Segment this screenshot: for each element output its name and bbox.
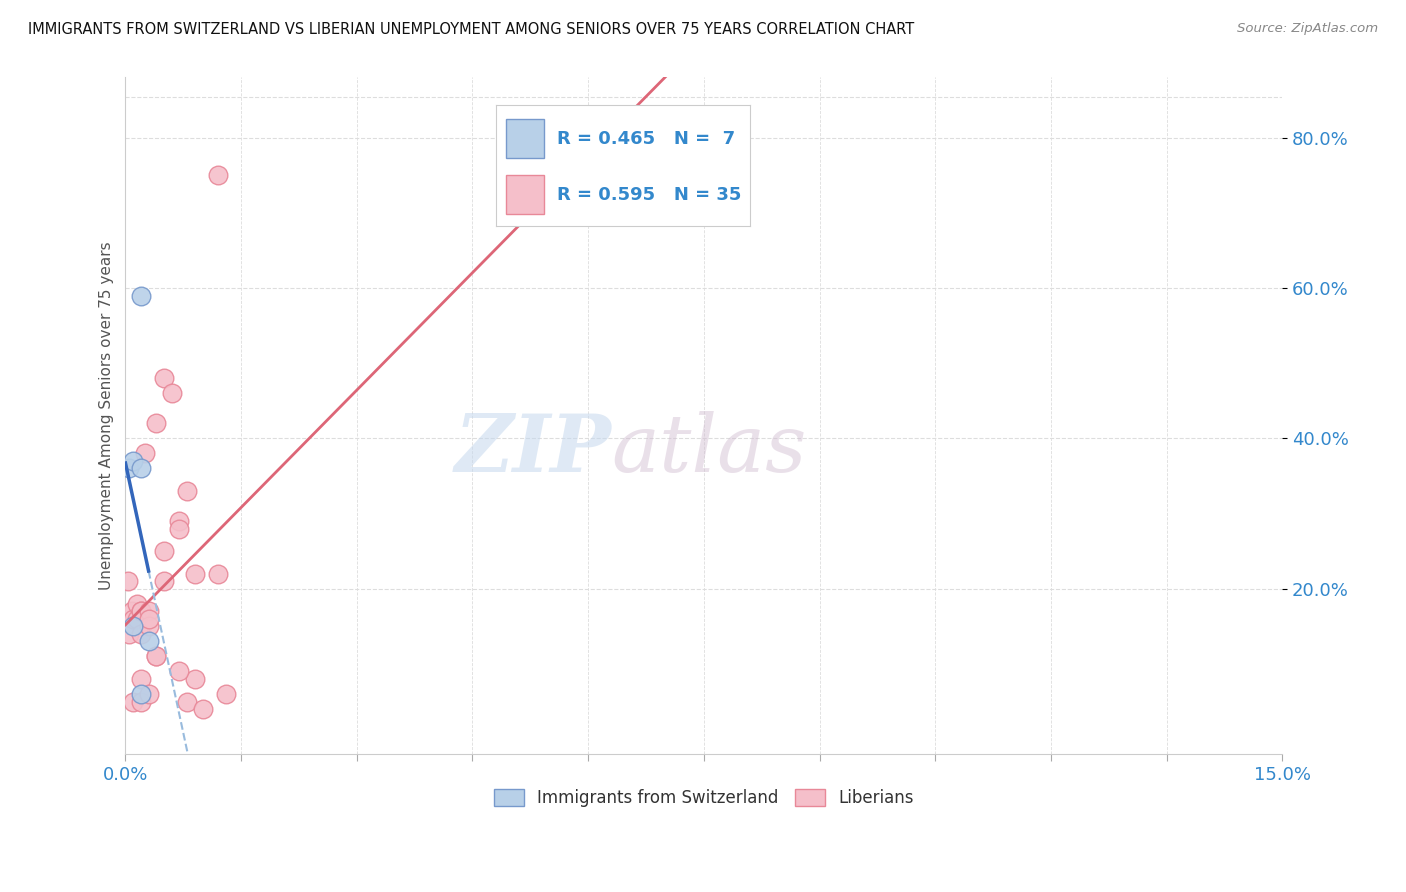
- Point: [125, 612, 148, 626]
- Point: [153, 574, 176, 589]
- Text: atlas: atlas: [612, 411, 807, 489]
- Point: [169, 514, 191, 528]
- Point: [122, 695, 145, 709]
- Text: ZIP: ZIP: [454, 411, 612, 489]
- Point: [145, 417, 167, 431]
- Point: [129, 687, 152, 701]
- Point: [207, 566, 229, 581]
- Point: [153, 371, 176, 385]
- Point: [191, 702, 214, 716]
- Point: [129, 627, 152, 641]
- Point: [125, 597, 148, 611]
- Point: [145, 649, 167, 664]
- Point: [176, 483, 198, 498]
- Point: [176, 695, 198, 709]
- Point: [138, 687, 160, 701]
- Point: [153, 544, 176, 558]
- Point: [215, 687, 238, 701]
- Point: [207, 168, 229, 182]
- Point: [129, 604, 152, 618]
- Point: [169, 665, 191, 679]
- Point: [129, 461, 152, 475]
- Point: [121, 604, 143, 618]
- Point: [129, 672, 152, 686]
- Point: [169, 522, 191, 536]
- Point: [129, 288, 152, 302]
- Legend: Immigrants from Switzerland, Liberians: Immigrants from Switzerland, Liberians: [486, 782, 921, 814]
- Point: [184, 672, 207, 686]
- Point: [145, 649, 167, 664]
- Y-axis label: Unemployment Among Seniors over 75 years: Unemployment Among Seniors over 75 years: [100, 242, 114, 591]
- Point: [122, 454, 145, 468]
- Point: [138, 634, 160, 648]
- Point: [129, 604, 152, 618]
- Point: [134, 446, 156, 460]
- Point: [118, 627, 141, 641]
- Point: [138, 612, 160, 626]
- Point: [122, 612, 145, 626]
- Point: [118, 461, 141, 475]
- Point: [138, 604, 160, 618]
- Point: [129, 695, 152, 709]
- Point: [184, 566, 207, 581]
- Point: [122, 619, 145, 633]
- Point: [160, 386, 183, 401]
- Text: Source: ZipAtlas.com: Source: ZipAtlas.com: [1237, 22, 1378, 36]
- Point: [117, 574, 139, 589]
- Text: IMMIGRANTS FROM SWITZERLAND VS LIBERIAN UNEMPLOYMENT AMONG SENIORS OVER 75 YEARS: IMMIGRANTS FROM SWITZERLAND VS LIBERIAN …: [28, 22, 914, 37]
- Point: [138, 619, 160, 633]
